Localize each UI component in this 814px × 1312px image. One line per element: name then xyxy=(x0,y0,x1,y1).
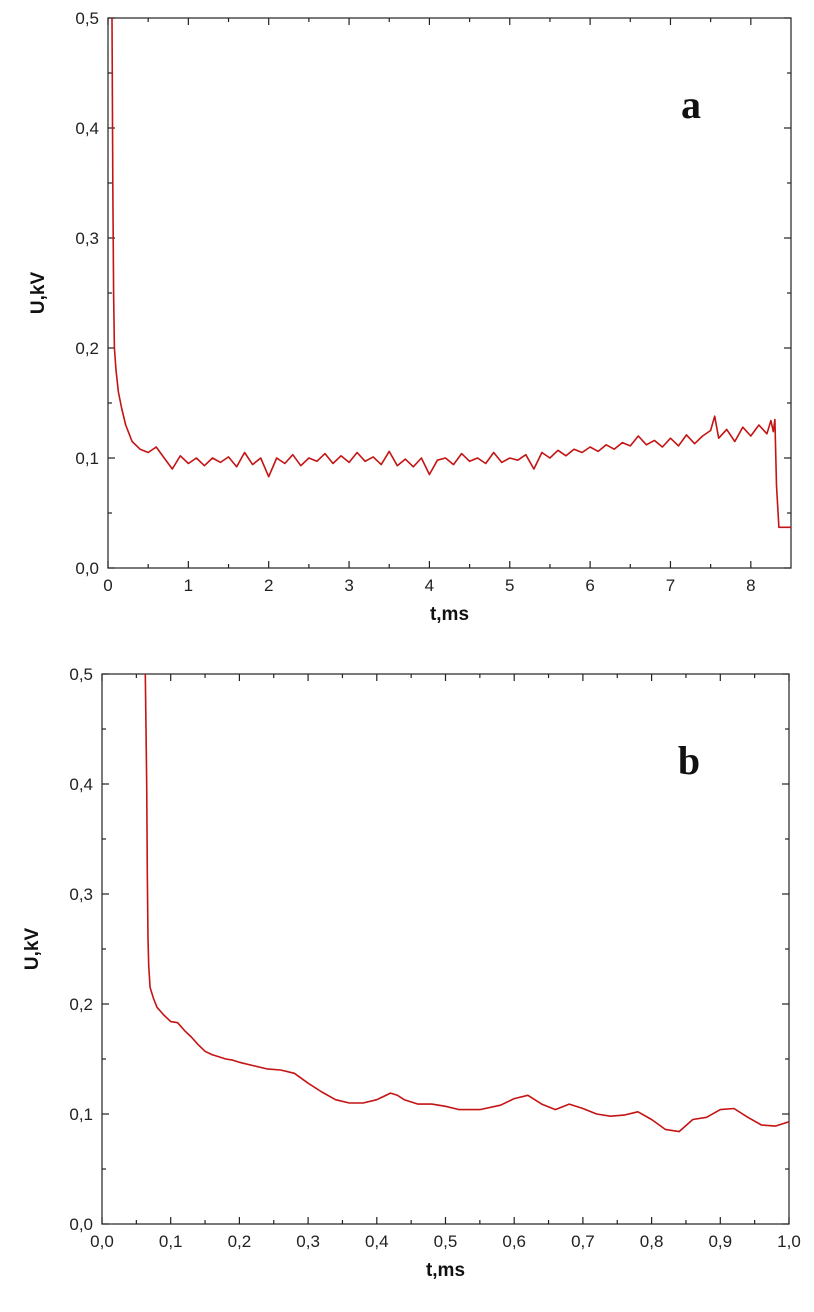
y-tick-label: 0,1 xyxy=(75,449,99,468)
x-tick-label: 2 xyxy=(264,576,273,595)
x-tick-label: 0,1 xyxy=(159,1232,183,1251)
x-tick-label: 0,0 xyxy=(90,1232,114,1251)
x-tick-label: 1 xyxy=(184,576,193,595)
y-axis-title: U,kV xyxy=(28,272,49,315)
x-tick-label: 0,3 xyxy=(296,1232,320,1251)
x-tick-label: 5 xyxy=(505,576,514,595)
y-tick-label: 0,1 xyxy=(69,1105,93,1124)
y-tick-label: 0,3 xyxy=(69,885,93,904)
x-tick-label: 0,5 xyxy=(434,1232,458,1251)
chart-b: 0,0 0,1 0,2 0,3 0,4 0,5 0,6 0,7 0,8 0,9 1,0 0,0 0,1 0… xyxy=(22,665,801,1281)
x-tick-label: 0,2 xyxy=(228,1232,252,1251)
x-tick-label: 0,9 xyxy=(708,1232,732,1251)
x-tick-label: 4 xyxy=(425,576,434,595)
panel-label: a xyxy=(681,82,701,127)
x-tick-label: 0,4 xyxy=(365,1232,389,1251)
chart-a: 0 1 2 3 4 5 6 7 8 0,0 0,1 0,2 0,3 0,4 0,5 t,ms U,kV a xyxy=(28,9,792,625)
x-tick-label: 3 xyxy=(344,576,353,595)
y-tick-label: 0,0 xyxy=(75,559,99,578)
x-tick-label: 0,8 xyxy=(640,1232,664,1251)
panel-label: b xyxy=(678,738,700,783)
series-line xyxy=(144,673,790,1133)
x-tick-label: 0 xyxy=(103,576,112,595)
x-tick-label: 8 xyxy=(746,576,755,595)
x-tick-label: 0,7 xyxy=(571,1232,595,1251)
x-tick-label: 1,0 xyxy=(777,1232,801,1251)
x-tick-label: 6 xyxy=(585,576,594,595)
x-axis-title: t,ms xyxy=(426,1260,465,1281)
y-tick-label: 0,3 xyxy=(75,229,99,248)
series-line xyxy=(111,17,791,529)
y-tick-label: 0,4 xyxy=(75,119,99,138)
x-axis-title: t,ms xyxy=(430,604,469,625)
x-tick-label: 0,6 xyxy=(502,1232,526,1251)
y-tick-label: 0,5 xyxy=(75,9,99,28)
y-tick-label: 0,0 xyxy=(69,1215,93,1234)
y-tick-label: 0,2 xyxy=(75,339,99,358)
y-tick-label: 0,2 xyxy=(69,995,93,1014)
y-tick-label: 0,4 xyxy=(69,775,93,794)
x-tick-label: 7 xyxy=(666,576,675,595)
y-axis-title: U,kV xyxy=(22,928,43,971)
y-tick-label: 0,5 xyxy=(69,665,93,684)
